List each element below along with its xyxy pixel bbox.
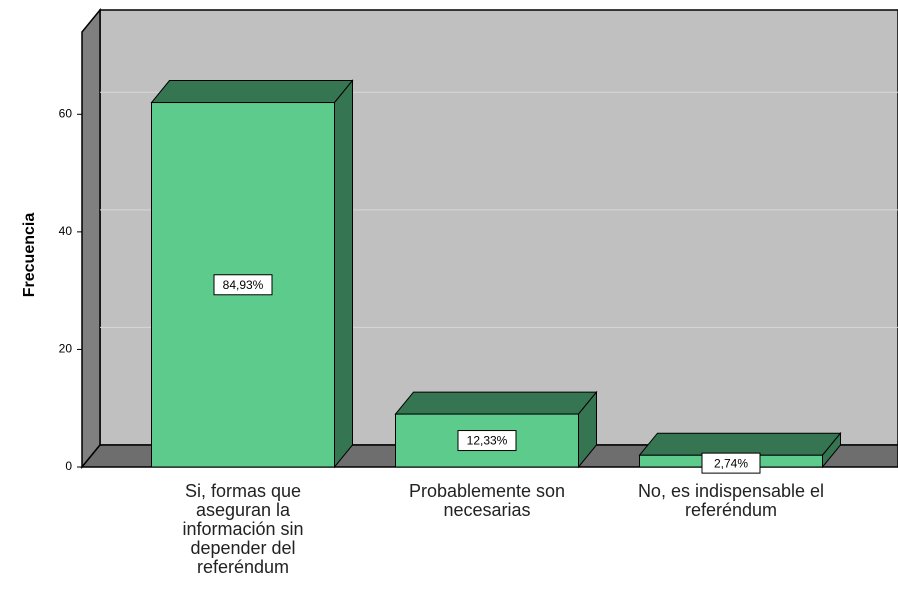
bar-top <box>394 391 598 415</box>
data-label-box <box>457 430 517 452</box>
y-tick-label: 60 <box>59 106 73 120</box>
data-label-box <box>701 452 761 474</box>
y-tick-label: 20 <box>59 342 73 356</box>
y-axis-title: Frecuencia <box>21 213 38 298</box>
x-tick-label: Si, formas que aseguran la información s… <box>182 481 304 577</box>
data-label: 84,93% <box>223 278 264 292</box>
bar-top <box>150 80 354 104</box>
bar-top <box>638 432 842 456</box>
x-tick-label: No, es indispensable el referéndum <box>637 481 825 520</box>
bar-side <box>334 79 353 469</box>
x-tick-label: Probablemente son necesarias <box>408 481 566 520</box>
data-label: 12,33% <box>467 434 508 448</box>
y-tick-label: 40 <box>59 224 73 238</box>
left-wall <box>81 7 101 470</box>
data-label-box <box>213 274 273 296</box>
y-tick-label: 0 <box>65 459 72 473</box>
data-label: 2,74% <box>714 456 748 470</box>
